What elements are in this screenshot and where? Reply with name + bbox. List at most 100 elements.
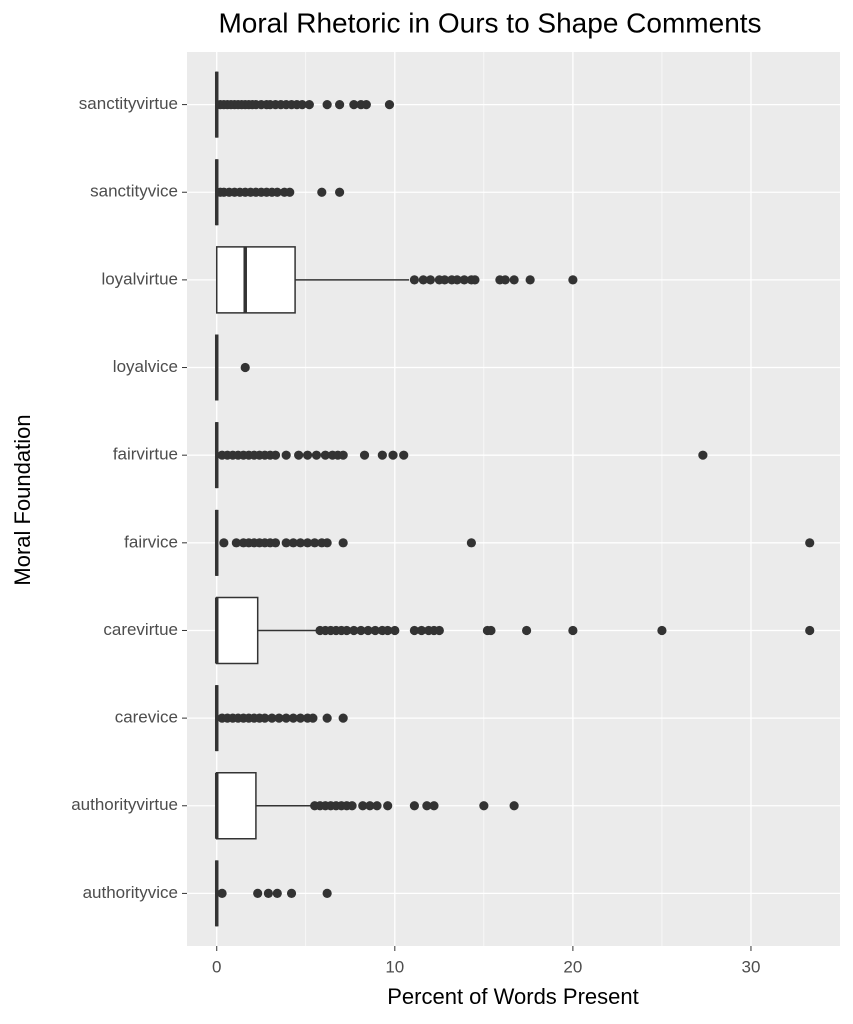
- outlier: [383, 625, 393, 636]
- box: [215, 246, 296, 314]
- outlier: [349, 625, 359, 636]
- outlier: [425, 275, 436, 285]
- outlier: [281, 713, 291, 723]
- outlier: [267, 713, 277, 723]
- outlier: [322, 538, 332, 548]
- outlier: [358, 801, 368, 811]
- outlier: [399, 450, 409, 460]
- outlier: [308, 713, 318, 723]
- y-tick-label: authorityvice: [83, 883, 178, 902]
- outlier: [302, 538, 313, 548]
- outlier: [295, 538, 306, 548]
- outlier: [363, 625, 373, 636]
- y-tick-label: sanctityvirtue: [79, 94, 178, 113]
- outlier: [304, 99, 314, 110]
- outlier: [377, 450, 387, 460]
- y-tick-label: carevirtue: [103, 620, 178, 639]
- outlier: [322, 99, 332, 110]
- outlier: [805, 625, 815, 636]
- outlier: [349, 99, 359, 110]
- outlier: [274, 713, 284, 723]
- x-tick-label: 20: [563, 957, 582, 976]
- y-tick-label: fairvice: [124, 532, 178, 551]
- outlier: [409, 625, 420, 636]
- outlier: [294, 450, 304, 460]
- outlier: [384, 99, 395, 110]
- outlier: [356, 625, 366, 636]
- outlier: [281, 538, 291, 548]
- outlier: [459, 275, 469, 285]
- outlier: [338, 713, 348, 723]
- outlier: [217, 888, 227, 899]
- outlier: [270, 450, 281, 460]
- outlier: [322, 888, 332, 899]
- outlier: [372, 801, 382, 811]
- outlier: [429, 801, 439, 811]
- outlier: [418, 275, 428, 285]
- plot-panel: [187, 52, 840, 946]
- outlier: [383, 801, 393, 811]
- outlier: [338, 450, 348, 460]
- outlier: [219, 538, 229, 548]
- y-tick-label: fairvirtue: [113, 445, 178, 464]
- outlier: [452, 275, 462, 285]
- outlier: [470, 275, 480, 285]
- outlier: [338, 538, 348, 548]
- outlier: [335, 99, 345, 110]
- y-tick-label: sanctityvice: [90, 182, 178, 201]
- outlier: [486, 625, 496, 636]
- box: [215, 596, 259, 665]
- outlier: [500, 275, 510, 285]
- outlier: [509, 275, 519, 285]
- x-tick-label: 30: [742, 957, 761, 976]
- chart-title: Moral Rhetoric in Ours to Shape Comments: [218, 7, 761, 38]
- x-axis-label: Percent of Words Present: [387, 984, 639, 1009]
- x-tick-label: 0: [212, 957, 221, 976]
- outlier: [698, 450, 708, 460]
- outlier: [409, 801, 420, 811]
- outlier: [359, 450, 370, 460]
- outlier: [509, 801, 519, 811]
- outlier: [409, 275, 420, 285]
- outlier: [342, 625, 352, 636]
- outlier: [466, 538, 476, 548]
- outlier: [657, 625, 667, 636]
- outlier: [361, 99, 371, 110]
- outlier: [281, 450, 291, 460]
- outlier: [422, 801, 432, 811]
- outlier: [370, 625, 380, 636]
- outlier: [434, 625, 444, 636]
- outlier: [240, 362, 250, 373]
- y-tick-label: authorityvirtue: [71, 795, 178, 814]
- outlier: [272, 187, 282, 197]
- outlier: [416, 625, 427, 636]
- outlier: [335, 187, 345, 197]
- outlier: [320, 450, 330, 460]
- y-tick-label: loyalvice: [113, 357, 178, 376]
- outlier: [440, 275, 450, 285]
- outlier: [525, 275, 535, 285]
- outlier: [272, 888, 282, 899]
- outlier: [288, 713, 298, 723]
- outlier: [253, 888, 263, 899]
- outlier: [805, 538, 815, 548]
- outlier: [388, 450, 398, 460]
- outlier: [568, 275, 578, 285]
- outlier: [347, 801, 357, 811]
- y-tick-label: carevice: [115, 708, 178, 727]
- outlier: [270, 538, 281, 548]
- outlier: [285, 187, 295, 197]
- box: [215, 772, 257, 840]
- outlier: [263, 888, 273, 899]
- outlier: [295, 713, 306, 723]
- x-tick-label: 10: [385, 957, 404, 976]
- outlier: [311, 450, 322, 460]
- outlier: [231, 538, 241, 548]
- outlier: [288, 538, 298, 548]
- y-axis-label: Moral Foundation: [10, 414, 35, 585]
- outlier: [365, 801, 375, 811]
- outlier: [322, 713, 332, 723]
- outlier: [317, 187, 327, 197]
- outlier: [260, 713, 270, 723]
